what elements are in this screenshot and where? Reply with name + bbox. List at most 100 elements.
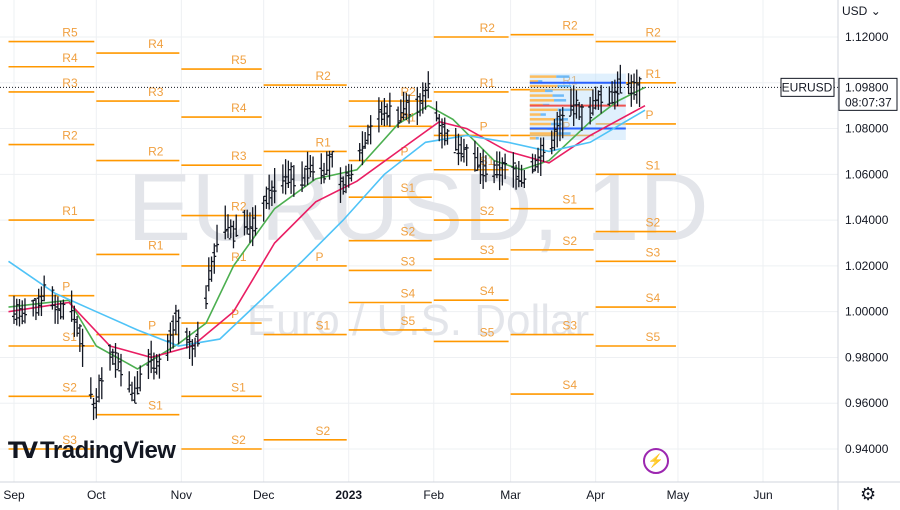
volume-profile-row [529, 118, 556, 121]
pivot-label: R4 [231, 101, 247, 115]
price-bars-layer [12, 64, 642, 421]
pivot-label: S2 [480, 204, 495, 218]
pivot-label: P [148, 319, 156, 333]
pivot-label: S2 [315, 424, 330, 438]
last-price-tag: 1.09800 [845, 80, 889, 94]
tradingview-logo[interactable]: TV TradingView [8, 437, 176, 465]
moving-average-line [8, 109, 646, 347]
volume-profile-row [529, 94, 553, 97]
pivot-label: S1 [315, 319, 330, 333]
volume-profile-row [529, 132, 557, 135]
tradingview-logo-text: TradingView [40, 437, 176, 464]
volume-profile-row [557, 84, 572, 88]
volume-profile-row [538, 80, 543, 83]
lightning-icon[interactable]: ⚡ [643, 448, 669, 474]
pivot-label: S5 [480, 325, 495, 339]
pivot-label: S2 [645, 216, 660, 230]
pivot-label: S5 [401, 314, 416, 328]
pivot-label: S3 [480, 243, 495, 257]
pivot-label: S5 [645, 330, 660, 344]
pivot-label: S1 [401, 181, 416, 195]
pivot-label: S3 [62, 433, 77, 447]
currency-selector[interactable]: USD ⌄ [842, 4, 881, 18]
pivot-label: R1 [315, 135, 331, 149]
y-tick-label: 1.06000 [845, 167, 889, 181]
y-tick-label: 0.96000 [845, 396, 889, 410]
y-tick-label: 1.12000 [845, 30, 889, 44]
pivot-label: P [231, 307, 239, 321]
volume-profile-row [554, 99, 567, 102]
x-tick-label: Mar [500, 488, 521, 502]
volume-profile-row [529, 108, 558, 112]
bar-countdown: 08:07:37 [845, 95, 892, 109]
pivot-label: R2 [231, 200, 247, 214]
y-tick-label: 1.02000 [845, 259, 889, 273]
volume-profile-row [529, 89, 546, 93]
volume-profile-row [557, 108, 572, 112]
pivot-label: S3 [401, 254, 416, 268]
volume-profile-row [529, 113, 541, 116]
pivot-label: R1 [480, 76, 496, 90]
symbol-tag: EURUSD [782, 80, 833, 94]
volume-profile-row [529, 122, 551, 126]
y-tick-label: 0.98000 [845, 350, 889, 364]
pivot-label: S4 [645, 291, 660, 305]
volume-profile-row [540, 113, 546, 116]
volume-profile-row [550, 122, 562, 126]
pivot-label: R1 [148, 238, 164, 252]
tradingview-mark-icon: TV [8, 438, 38, 464]
y-tick-label: 0.94000 [845, 442, 889, 456]
volume-profile-row [535, 137, 539, 140]
pivot-label: P [315, 250, 323, 264]
moving-average-line [8, 104, 646, 359]
pivot-label: R3 [148, 85, 164, 99]
pivot-label: S2 [231, 433, 246, 447]
volume-profile-row [529, 75, 557, 78]
pivot-label: R2 [480, 21, 496, 35]
pivot-label: R2 [562, 19, 578, 33]
pivot-label: P [562, 119, 570, 133]
pivot-label: P [480, 119, 488, 133]
pivot-label: R3 [231, 149, 247, 163]
pivot-points-layer: R5 R4 R3 R2 R1 P S1 S2 S3 R4 R3 R2 R1 P S1 R5 R4 R3 R2 R1 P S… [8, 19, 676, 450]
volume-profile-row [556, 132, 571, 135]
x-tick-label: Feb [423, 488, 444, 502]
x-tick-label: Oct [87, 488, 106, 502]
pivot-label: P [62, 280, 70, 294]
pivot-label: R5 [62, 26, 78, 40]
currency-label: USD [842, 4, 868, 18]
pivot-label: P [401, 145, 409, 159]
pivot-label: S2 [562, 234, 577, 248]
x-tick-label: Sep [3, 488, 25, 502]
pivot-label: R2 [148, 145, 164, 159]
x-tick-label: Jun [753, 488, 772, 502]
gear-icon[interactable]: ⚙ [860, 484, 877, 504]
volume-profile-row [529, 137, 536, 140]
pivot-label: S1 [480, 154, 495, 168]
moving-average-line [8, 86, 646, 370]
last-price-tag-box [838, 77, 898, 111]
volume-profile-row [552, 94, 564, 97]
pivot-label: R1 [62, 204, 78, 218]
pivot-label: S1 [62, 330, 77, 344]
volume-profile-row [529, 80, 539, 83]
pivot-label: R3 [62, 76, 78, 90]
pivot-label: S4 [480, 284, 495, 298]
y-tick-label: 1.04000 [845, 213, 889, 227]
symbol-watermark: EURUSD, 1D Euro / U.S. Dollar [127, 154, 708, 345]
pivot-label: S1 [645, 158, 660, 172]
pivot-label: S3 [562, 319, 577, 333]
y-tick-label: 1.08000 [845, 122, 889, 136]
pivot-label: S1 [148, 399, 163, 413]
pivot-label: R4 [148, 37, 164, 51]
pivot-label: S4 [562, 378, 577, 392]
volume-profile-row [529, 99, 555, 102]
grid-lines [0, 0, 838, 482]
x-tick-label: Nov [171, 488, 192, 502]
pivot-label: R2 [401, 85, 417, 99]
watermark-symbol: EURUSD, 1D [127, 154, 708, 261]
pivot-label: R1 [645, 67, 661, 81]
pivot-label: S2 [62, 380, 77, 394]
